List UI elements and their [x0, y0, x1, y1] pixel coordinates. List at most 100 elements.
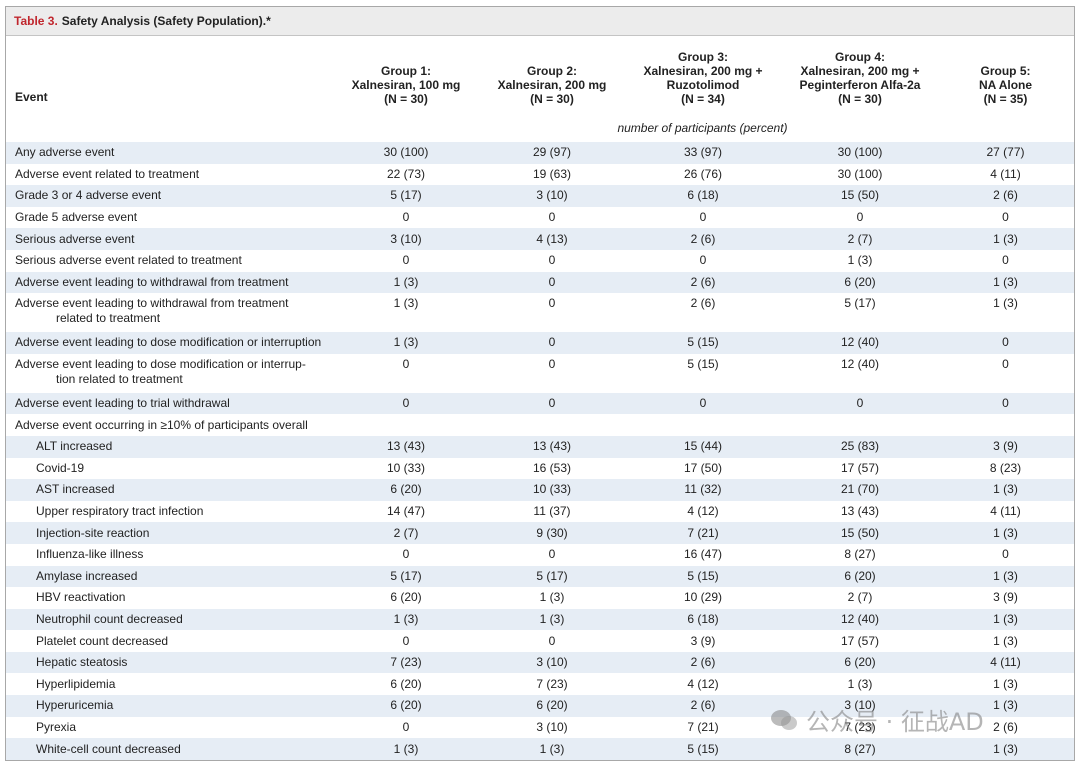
watermark-text: 公众号 · 征战AD — [806, 708, 984, 736]
value-cell: 12 (40) — [840, 356, 880, 371]
value-cell: 1 (3) — [331, 332, 481, 354]
data-row: Hyperuricemia 6 (20) 6 (20) 2 (6) 3 (10) 1 (3… — [6, 695, 1074, 717]
value-cell: 11 (32) — [623, 479, 783, 501]
group-name: Group 1: — [381, 64, 431, 78]
value-cell: 29 (97) — [481, 142, 623, 164]
unit-row: number of participants (percent) — [6, 114, 1074, 142]
value-cell: 1 (3) — [847, 676, 873, 691]
value-cell: 13 (43) — [331, 435, 481, 458]
value-cell: 0 — [937, 332, 1074, 354]
safety-table: Event Group 1: Xalnesiran, 100 mg (N = 30) G… — [6, 36, 1074, 760]
value-cell: 1 (3) — [937, 565, 1074, 588]
event-cell: Upper respiratory tract infection — [36, 504, 204, 519]
value-cell: 14 (47) — [386, 504, 426, 519]
event-cell: Covid-19 — [36, 460, 85, 475]
value-cell: 8 (27) — [783, 738, 937, 760]
event-cell: Grade 3 or 4 adverse event — [6, 185, 331, 207]
event-cell: Serious adverse event related to treatme… — [15, 253, 242, 268]
value-cell: 25 (83) — [783, 435, 937, 458]
table-frame: Table 3. Safety Analysis (Safety Populati… — [5, 6, 1075, 761]
event-cell: Any adverse event — [6, 142, 331, 164]
value-cell: 1 (3) — [481, 608, 623, 631]
subgroup-label: Adverse event occurring in ≥10% of parti… — [15, 417, 308, 432]
event-cell: Neutrophil count decreased — [6, 608, 331, 631]
value-cell: 1 (3) — [331, 738, 481, 760]
event-cell: ALT increased — [6, 435, 331, 458]
value-cell: 6 (20) — [481, 695, 623, 717]
value-cell: 7 (23) — [844, 719, 876, 734]
group-name: Group 3: — [678, 50, 728, 64]
value-cell: 12 (40) — [783, 332, 937, 354]
event-cell: Adverse event leading to withdrawal from… — [6, 293, 331, 332]
data-row: Serious adverse event 3 (10) 4 (13) 2 (6) 2 … — [6, 228, 1074, 250]
value-cell: 0 — [699, 253, 707, 268]
value-cell: 8 (27) — [844, 547, 876, 562]
value-cell: 3 (10) — [536, 719, 568, 734]
group-header: Group 3: Xalnesiran, 200 mg + Ruzotolimod(… — [623, 36, 783, 114]
value-cell: 3 (10) — [481, 185, 623, 207]
value-cell: 2 (6) — [690, 296, 716, 311]
subgroup-row: Adverse event occurring in ≥10% of parti… — [6, 414, 1074, 436]
value-cell: 30 (100) — [837, 166, 883, 181]
value-cell: 0 — [548, 296, 556, 311]
event-cell: Injection-site reaction — [6, 522, 331, 544]
value-cell: 0 — [548, 253, 556, 268]
group-n: (N = 30) — [838, 92, 882, 106]
value-cell: 1 (3) — [993, 676, 1018, 691]
group-name: Group 5: — [980, 64, 1031, 78]
value-cell: 1 (3) — [937, 738, 1074, 760]
value-cell: 4 (11) — [990, 166, 1021, 181]
value-cell: 17 (57) — [840, 460, 880, 475]
data-row: Upper respiratory tract infection 14 (47)… — [6, 501, 1074, 523]
data-row: Amylase increased 5 (17) 5 (17) 5 (15) 6 (20… — [6, 565, 1074, 588]
value-cell: 6 (20) — [783, 651, 937, 674]
value-cell: 2 (7) — [783, 228, 937, 250]
value-cell: 3 (9) — [690, 633, 716, 648]
value-cell: 7 (21) — [687, 719, 719, 734]
empty-cell — [623, 414, 783, 436]
value-cell: 5 (17) — [331, 185, 481, 207]
event-cell: Adverse event leading to dose modificati… — [6, 354, 331, 393]
value-cell: 0 — [783, 392, 937, 415]
value-cell: 0 — [402, 719, 410, 734]
value-cell: 0 — [548, 356, 556, 371]
table-head: Event Group 1: Xalnesiran, 100 mg (N = 30) G… — [6, 36, 1074, 114]
value-cell: 0 — [937, 392, 1074, 415]
data-row: Adverse event leading to withdrawal from… — [6, 271, 1074, 294]
value-cell: 6 (20) — [390, 590, 422, 605]
value-cell: 2 (6) — [993, 719, 1018, 734]
value-cell: 8 (23) — [989, 460, 1022, 475]
data-row: ALT increased 13 (43) 13 (43) 15 (44) 25 (83… — [6, 435, 1074, 458]
value-cell: 6 (18) — [623, 185, 783, 207]
value-cell: 4 (11) — [990, 504, 1021, 519]
event-line: Adverse event leading to withdrawal from… — [15, 296, 289, 311]
data-row: Serious adverse event related to treatme… — [6, 250, 1074, 272]
spacer-cell — [6, 114, 331, 142]
value-cell: 1 (3) — [937, 271, 1074, 294]
value-cell: 6 (20) — [783, 271, 937, 294]
value-cell: 1 (3) — [331, 608, 481, 631]
event-cell: White-cell count decreased — [6, 738, 331, 760]
value-cell: 30 (100) — [331, 142, 481, 164]
value-cell: 0 — [1002, 547, 1009, 562]
event-cell: Amylase increased — [6, 565, 331, 588]
value-cell: 6 (20) — [390, 676, 422, 691]
value-cell: 30 (100) — [783, 142, 937, 164]
value-cell: 3 (10) — [783, 695, 937, 717]
event-cell: Adverse event leading to dose modificati… — [6, 332, 331, 354]
value-cell: 15 (44) — [623, 435, 783, 458]
event-cell: Adverse event related to treatment — [15, 166, 200, 181]
group-n: (N = 35) — [983, 92, 1028, 106]
value-cell: 1 (3) — [393, 296, 419, 311]
value-cell: 2 (6) — [623, 271, 783, 294]
value-cell: 1 (3) — [847, 253, 873, 268]
value-cell: 0 — [402, 547, 410, 562]
value-cell: 16 (53) — [532, 460, 572, 475]
data-row: Covid-19 10 (33) 16 (53) 17 (50) 17 (57) 8 (2… — [6, 458, 1074, 480]
value-cell: 0 — [1002, 210, 1009, 225]
event-cell: HBV reactivation — [36, 590, 126, 605]
event-cell: Grade 5 adverse event — [15, 210, 138, 225]
group-name: Group 2: — [527, 64, 577, 78]
value-cell: 0 — [1002, 253, 1009, 268]
data-row: Influenza-like illness 0 0 16 (47) 8 (27) 0 — [6, 544, 1074, 566]
